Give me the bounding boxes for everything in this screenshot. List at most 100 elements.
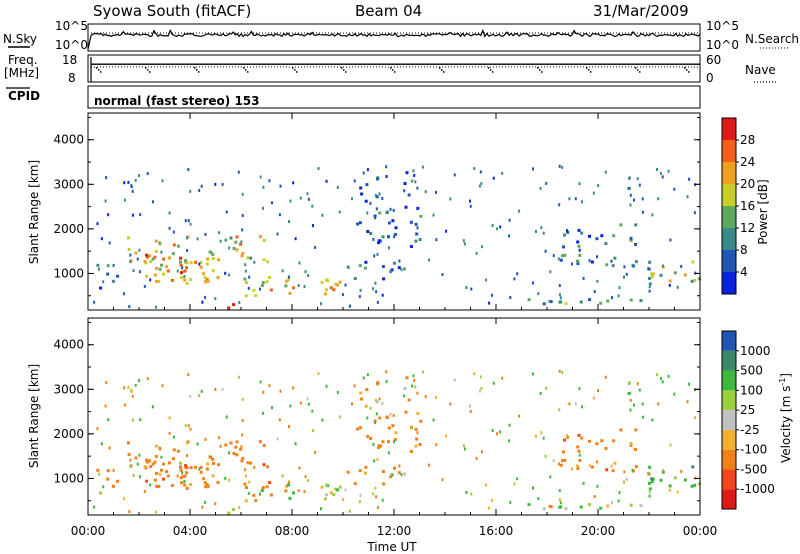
power-echo-cell <box>96 222 99 226</box>
velocity-echo-cell <box>153 460 157 464</box>
power-echo-cell <box>683 273 687 277</box>
power-echo-cell <box>480 181 483 185</box>
power-echo-cell <box>373 214 377 218</box>
power-echo-cell <box>211 252 215 256</box>
velocity-echo-cell <box>129 458 132 462</box>
power-echo-cell <box>378 192 381 196</box>
velocity-colorbar-segment <box>722 370 736 391</box>
power-echo-cell <box>297 284 300 287</box>
power-echo-cell <box>606 299 610 303</box>
velocity-echo-cell <box>131 418 134 422</box>
velocity-echo-cell <box>634 465 638 469</box>
velocity-echo-cell <box>241 456 245 460</box>
velocity-echo-cell <box>276 437 279 441</box>
nave-dip-dot <box>96 67 98 69</box>
velocity-echo-cell <box>323 497 327 501</box>
velocity-echo-cell <box>189 466 193 470</box>
nave-dip-dot <box>145 67 147 69</box>
power-echo-cell <box>349 304 351 308</box>
power-echo-cell <box>165 265 169 269</box>
velocity-echo-cell <box>600 439 604 443</box>
velocity-echo-cell <box>656 373 658 376</box>
velocity-echo-cell <box>659 376 662 380</box>
power-echo-cell <box>259 175 262 179</box>
power-echo-cell <box>102 280 105 284</box>
velocity-echo-cell <box>252 493 256 497</box>
velocity-echo-cell <box>235 453 239 457</box>
power-echo-cell <box>307 274 310 277</box>
power-echo-cell <box>385 211 388 214</box>
velocity-echo-cell <box>247 491 250 495</box>
velocity-echo-cell <box>187 424 190 428</box>
velocity-echo-cell <box>138 453 141 457</box>
nave-dip-dot <box>196 69 198 71</box>
power-echo-cell <box>518 209 521 213</box>
velocity-echo-cell <box>204 437 207 441</box>
power-echo-cell <box>244 281 248 284</box>
nave-label: Nave <box>745 63 776 77</box>
velocity-echo-cell <box>199 470 203 474</box>
velocity-echo-cell <box>557 462 560 466</box>
power-echo-cell <box>611 296 613 300</box>
power-echo-cell <box>244 263 247 267</box>
power-echo-cell <box>413 174 416 177</box>
power-echo-cell <box>232 303 236 307</box>
velocity-echo-cell <box>285 484 289 488</box>
velocity-echo-cell <box>411 384 414 388</box>
power-echo-cell <box>418 238 422 241</box>
velocity-echo-cell <box>168 416 171 420</box>
velocity-echo-cell <box>179 476 183 480</box>
velocity-echo-cell <box>628 391 631 395</box>
power-echo-cell <box>373 254 376 258</box>
velocity-echo-cell <box>631 468 634 472</box>
velocity-echo-cell <box>155 510 158 514</box>
power-colorbar-segment <box>722 184 736 206</box>
power-echo-cell <box>205 278 209 281</box>
velocity-echo-cell <box>312 429 314 433</box>
power-echo-cell <box>204 295 207 299</box>
power-echo-cell <box>185 261 189 265</box>
velocity-echo-cell <box>130 390 133 394</box>
velocity-echo-cell <box>228 478 231 482</box>
power-echo-cell <box>542 231 545 235</box>
velocity-echo-cell <box>136 462 139 466</box>
velocity-echo-cell <box>661 380 664 384</box>
power-echo-cell <box>372 237 375 241</box>
velocity-echo-cell <box>116 479 120 483</box>
power-colorbar-segment <box>722 250 736 272</box>
power-echo-cell <box>488 301 491 305</box>
power-echo-cell <box>362 171 365 175</box>
power-echo-cell <box>166 269 170 273</box>
power-echo-cell <box>134 251 138 255</box>
velocity-echo-cell <box>155 471 158 475</box>
power-echo-cell <box>276 232 279 236</box>
velocity-echo-cell <box>278 418 281 422</box>
power-echo-cell <box>564 302 568 306</box>
power-echo-cell <box>479 170 482 174</box>
velocity-colorbar-segment <box>722 429 736 450</box>
power-echo-cell <box>375 207 378 211</box>
power-echo-cell <box>366 230 370 233</box>
power-echo-cell <box>574 197 577 201</box>
velocity-echo-cell <box>566 434 569 438</box>
power-echo-cell <box>435 190 437 194</box>
power-echo-cell <box>595 237 599 241</box>
nave-dip-dot <box>586 67 588 69</box>
nave-dip-dot <box>541 71 543 73</box>
power-echo-cell <box>106 272 110 276</box>
power-echo-cell <box>387 221 391 225</box>
power-echo-cell <box>262 258 266 262</box>
freq-tick-high: 18 <box>62 53 77 67</box>
power-echo-cell <box>153 255 157 259</box>
power-echo-cell <box>578 182 581 186</box>
power-echo-cell <box>641 197 644 201</box>
velocity-echo-cell <box>184 424 187 428</box>
power-echo-cell <box>186 236 188 240</box>
velocity-echo-cell <box>432 418 435 422</box>
power-echo-cell <box>168 211 171 215</box>
power-echo-cell <box>378 211 382 215</box>
velocity-echo-cell <box>237 375 240 379</box>
velocity-echo-cell <box>176 449 180 453</box>
velocity-echo-cell <box>636 382 639 386</box>
velocity-echo-cell <box>688 382 691 386</box>
